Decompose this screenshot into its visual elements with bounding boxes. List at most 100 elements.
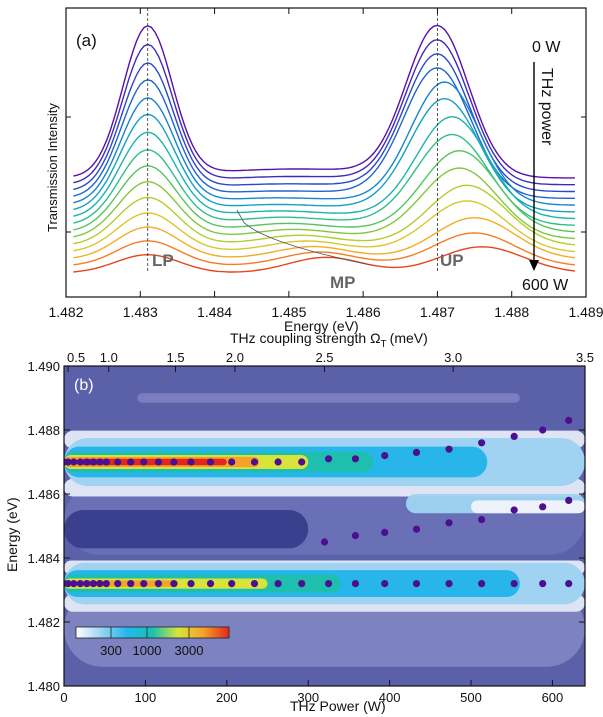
peak-point [413, 449, 420, 456]
panel-a-frame [66, 8, 586, 297]
y-tick-label: 1.490 [27, 359, 60, 374]
top-tick-label: 2.0 [226, 350, 244, 365]
peak-point [70, 580, 77, 587]
x-tick-label: 1.488 [494, 304, 529, 320]
top-tick-label: 2.5 [315, 350, 333, 365]
spectrum-line [73, 25, 575, 178]
peak-point [539, 503, 546, 510]
peak-point [251, 580, 258, 587]
peak-point [187, 580, 194, 587]
top-tick-label: 1.0 [100, 350, 118, 365]
heatmap-contours [64, 393, 585, 667]
peak-point [413, 526, 420, 533]
panel-a-y-ticks [66, 117, 586, 232]
peak-point [352, 532, 359, 539]
peak-point [170, 580, 177, 587]
peak-point [381, 529, 388, 536]
peak-point [127, 580, 134, 587]
peak-point [478, 516, 485, 523]
x-tick-label: 1.487 [420, 304, 455, 320]
x-tick-label: 1.482 [48, 304, 83, 320]
peak-point [140, 458, 147, 465]
peak-point [539, 580, 546, 587]
top-tick-label: 0.5 [67, 350, 85, 365]
peak-point [325, 455, 332, 462]
y-tick-label: 1.484 [27, 551, 60, 566]
panel-a-y-axis-title: Transmission Intensity [45, 103, 60, 232]
peak-point [413, 580, 420, 587]
y-tick-label: 1.482 [27, 615, 60, 630]
colorbar-tick-label: 300 [100, 643, 122, 658]
y-tick-label: 1.486 [27, 487, 60, 502]
peak-point [155, 458, 162, 465]
peak-point [298, 580, 305, 587]
peak-point [478, 580, 485, 587]
colorbar-tick-label: 1000 [133, 643, 162, 658]
peak-point [103, 580, 110, 587]
peak-point [325, 580, 332, 587]
peak-point [96, 580, 103, 587]
spectrum-line [73, 40, 575, 185]
peak-point [445, 519, 452, 526]
panel-b-label: (b) [74, 377, 94, 394]
peak-point [114, 458, 121, 465]
peak-point [445, 446, 452, 453]
peak-point [155, 580, 162, 587]
peak-point [140, 580, 147, 587]
panel-b-top-axis-title: THz coupling strength ΩT (meV) [230, 330, 428, 350]
peak-point [207, 458, 214, 465]
peak-point [228, 580, 235, 587]
peak-point [251, 458, 258, 465]
peak-point [565, 417, 572, 424]
peak-point [70, 458, 77, 465]
mp-label: MP [330, 273, 356, 292]
peak-point [321, 538, 328, 545]
peak-point [511, 506, 518, 513]
x-tick-label: 600 [542, 690, 564, 705]
power-arrow-head [529, 260, 539, 271]
x-tick-label: 200 [216, 690, 238, 705]
peak-point [96, 458, 103, 465]
peak-point [103, 458, 110, 465]
peak-point [127, 458, 134, 465]
spectrum-line [73, 185, 575, 244]
peak-point [83, 580, 90, 587]
colorbar-tick-label: 3000 [175, 643, 204, 658]
peak-point [170, 458, 177, 465]
spectrum-line [73, 247, 575, 272]
peak-point [381, 580, 388, 587]
peak-point [114, 580, 121, 587]
peak-point [352, 455, 359, 462]
peak-point [274, 458, 281, 465]
contour-band [64, 510, 308, 548]
peak-point [207, 580, 214, 587]
peak-point [274, 580, 281, 587]
x-tick-label: 1.483 [123, 304, 158, 320]
peak-point [511, 580, 518, 587]
thz-power-arrow-label: THz power [538, 68, 555, 146]
peak-point [565, 497, 572, 504]
x-tick-label: 0 [60, 690, 67, 705]
peak-point [298, 458, 305, 465]
top-tick-label: 1.5 [166, 350, 184, 365]
peak-point [77, 580, 84, 587]
x-tick-label: 500 [460, 690, 482, 705]
y-tick-label: 1.488 [27, 423, 60, 438]
peak-point [539, 426, 546, 433]
peak-point [565, 580, 572, 587]
x-tick-label: 1.484 [197, 304, 232, 320]
peak-point [445, 580, 452, 587]
contour-band [137, 393, 520, 403]
x-tick-label: 100 [135, 690, 157, 705]
peak-point [352, 580, 359, 587]
spectrum-line [73, 99, 575, 212]
panel-b-y-axis-title: Energy (eV) [4, 497, 20, 572]
panel-a-label: (a) [76, 31, 97, 50]
y-tick-label: 1.480 [27, 679, 60, 694]
peak-point [83, 458, 90, 465]
peak-point [90, 458, 97, 465]
x-tick-label: 1.489 [568, 304, 603, 320]
peak-point [381, 452, 388, 459]
panel-a-transmission-spectra: 1.482 1.483 1.484 1.485 1.486 1.487 1.488 1.489… [45, 8, 603, 334]
top-tick-label: 3.5 [576, 350, 594, 365]
